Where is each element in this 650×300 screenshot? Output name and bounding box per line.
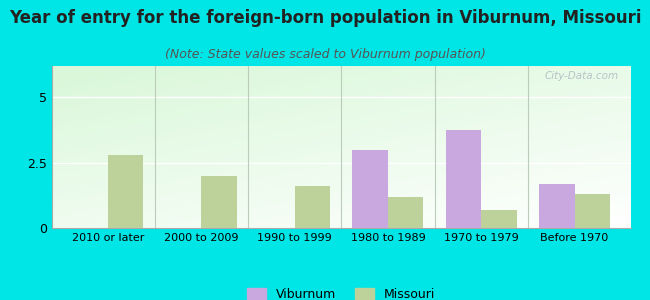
- Text: City-Data.com: City-Data.com: [545, 71, 619, 81]
- Text: (Note: State values scaled to Viburnum population): (Note: State values scaled to Viburnum p…: [164, 48, 486, 61]
- Text: Year of entry for the foreign-born population in Viburnum, Missouri: Year of entry for the foreign-born popul…: [8, 9, 642, 27]
- Legend: Viburnum, Missouri: Viburnum, Missouri: [242, 283, 440, 300]
- Bar: [575, 194, 610, 228]
- Bar: [446, 130, 481, 228]
- Bar: [108, 155, 144, 228]
- Bar: [481, 210, 517, 228]
- Bar: [294, 186, 330, 228]
- Bar: [202, 176, 237, 228]
- Bar: [388, 196, 423, 228]
- Bar: [539, 184, 575, 228]
- Bar: [352, 150, 388, 228]
